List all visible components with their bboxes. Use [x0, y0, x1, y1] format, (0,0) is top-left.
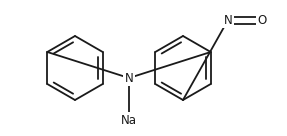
Text: N: N	[125, 72, 133, 84]
Text: O: O	[257, 13, 267, 27]
Text: Na: Na	[121, 114, 137, 126]
Text: N: N	[224, 13, 232, 27]
